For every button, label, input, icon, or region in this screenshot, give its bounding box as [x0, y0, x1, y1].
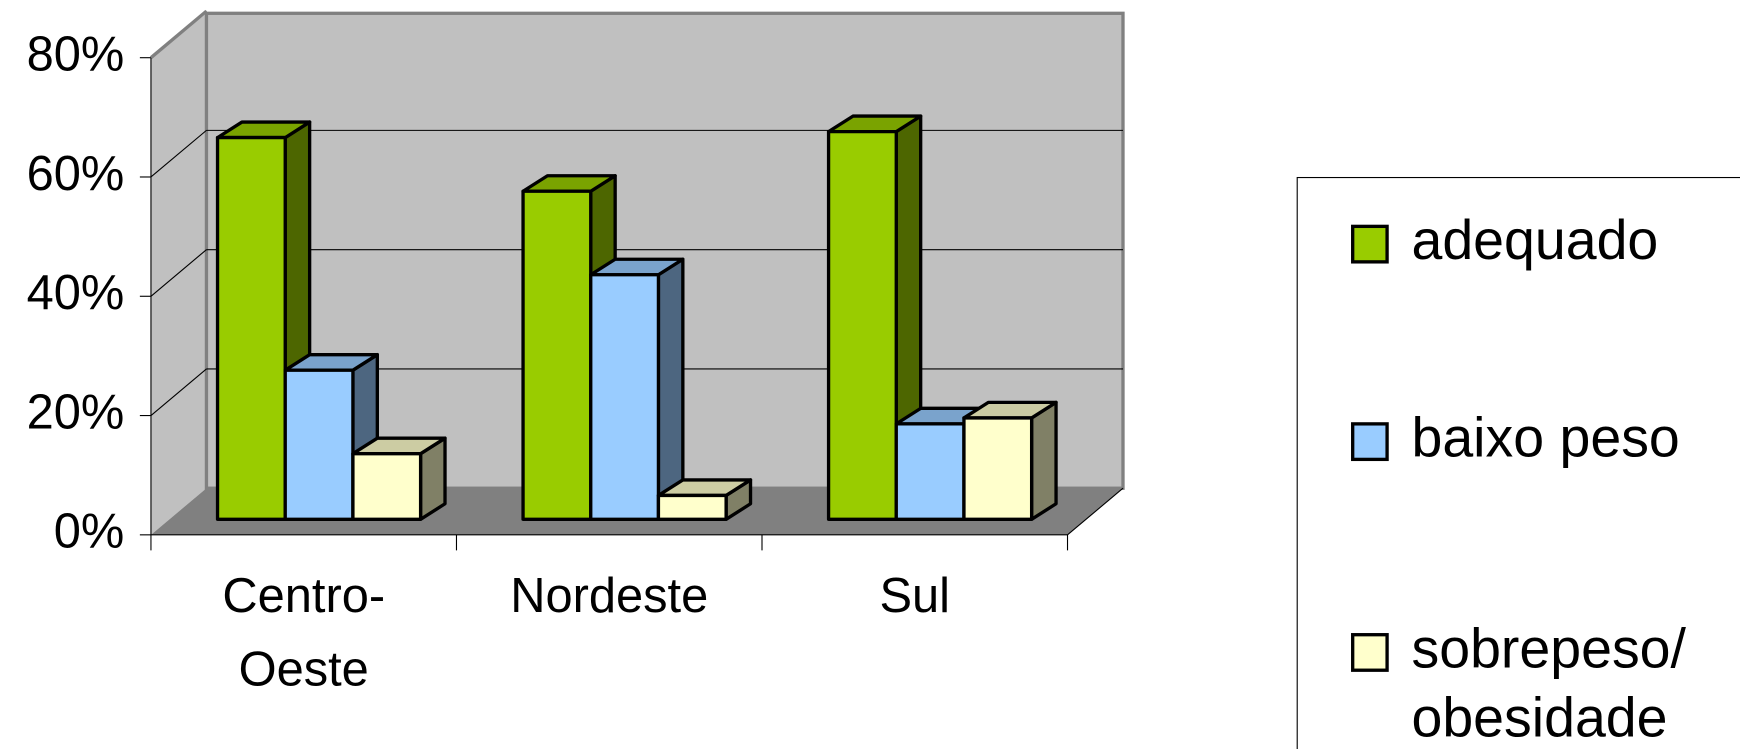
- bar: [215, 120, 312, 521]
- bar: [826, 114, 923, 521]
- bar: [656, 478, 753, 521]
- bar-front: [962, 416, 1034, 521]
- bar: [589, 257, 685, 521]
- bar-side: [1029, 400, 1058, 521]
- legend-label: adequado: [1411, 209, 1658, 271]
- legend-label: sobrepeso/obesidade: [1411, 617, 1686, 748]
- bar-front: [283, 368, 355, 521]
- floor-edge: [1067, 487, 1124, 536]
- bar-front: [826, 129, 898, 521]
- bar-front: [589, 273, 661, 521]
- y-tick-label: 40%: [27, 266, 125, 320]
- grid-line: [150, 249, 207, 297]
- grid-line: [150, 129, 207, 178]
- bar-front: [656, 493, 728, 521]
- bar-front: [215, 135, 287, 521]
- legend-label: baixo peso: [1411, 406, 1679, 468]
- y-tick-label: 60%: [27, 147, 125, 201]
- side-wall: [150, 13, 207, 535]
- x-tick-label: Sul: [879, 569, 950, 623]
- y-tick-label: 20%: [27, 385, 125, 439]
- y-tick-label: 0%: [54, 505, 125, 559]
- x-tick-label: Nordeste: [510, 569, 708, 623]
- grid-line: [150, 368, 207, 416]
- bar: [962, 400, 1058, 521]
- y-tick-label: 80%: [27, 28, 125, 82]
- bar-front: [894, 422, 966, 521]
- bar: [351, 436, 447, 521]
- legend-swatch: [1351, 224, 1389, 264]
- bar-front: [521, 189, 593, 521]
- legend-swatch: [1351, 633, 1389, 672]
- y-axis-top: [149, 9, 208, 59]
- bar-front: [351, 452, 423, 521]
- legend-swatch: [1351, 422, 1389, 462]
- x-tick-label: Centro-Oeste: [222, 569, 385, 696]
